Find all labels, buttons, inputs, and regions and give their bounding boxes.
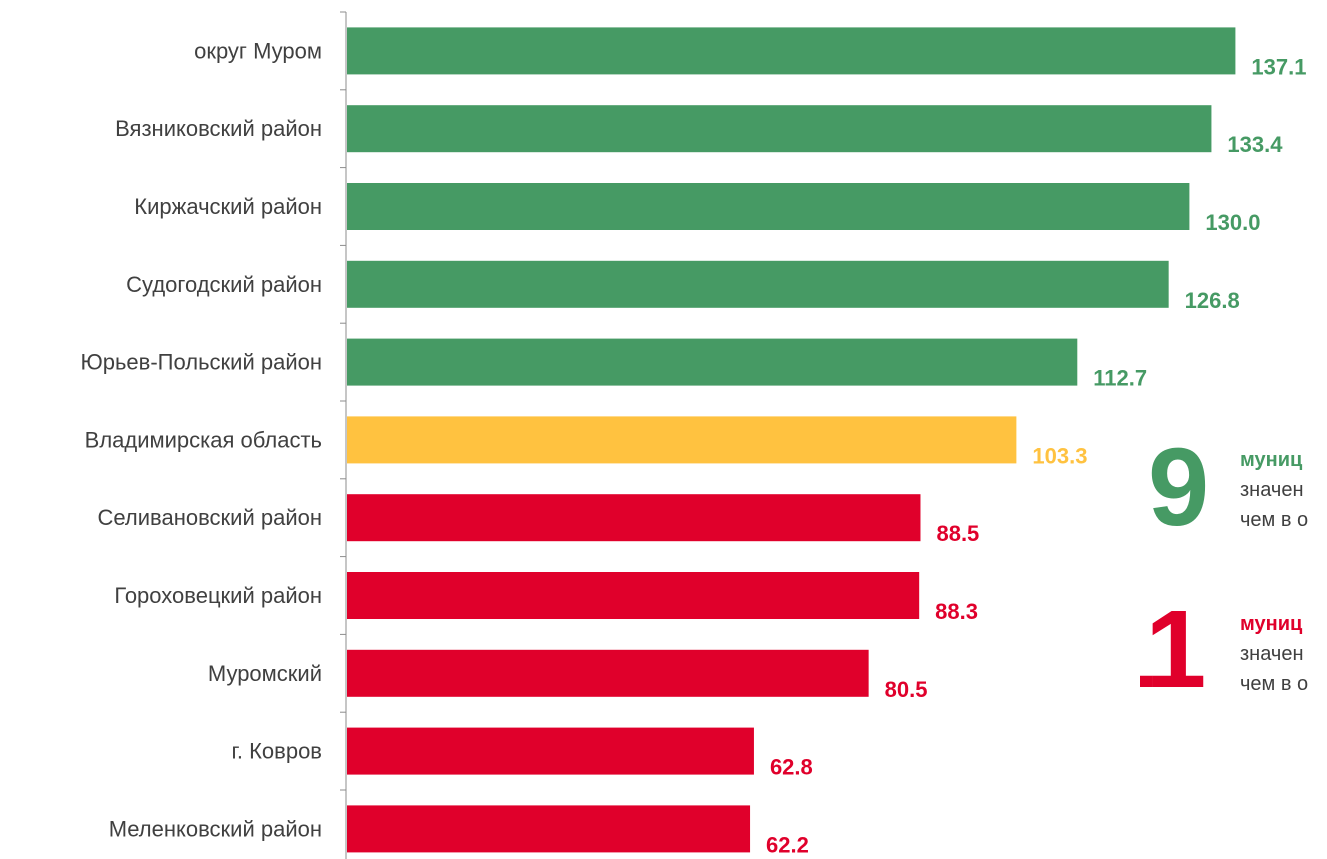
bar bbox=[347, 416, 1017, 464]
category-label: Муромский bbox=[208, 661, 322, 686]
bar bbox=[347, 572, 920, 619]
category-labels: округ Муром Вязниковский район Киржачский … bbox=[81, 38, 323, 841]
callout-above-text: муниц значен чем в о bbox=[1240, 445, 1308, 535]
value-label: 137.1 bbox=[1251, 54, 1306, 79]
category-label: Гороховецкий район bbox=[114, 583, 322, 608]
callout-below-text: муниц значен чем в о bbox=[1240, 609, 1308, 699]
callout-below-number: 11 bbox=[1140, 609, 1206, 711]
category-label: Вязниковский район bbox=[115, 116, 322, 141]
category-label: г. Ковров bbox=[232, 739, 322, 764]
value-label: 126.8 bbox=[1185, 288, 1240, 313]
callout-above-number: 9 bbox=[1148, 445, 1209, 549]
value-label: 88.5 bbox=[936, 521, 979, 546]
axis-ticks bbox=[340, 11, 346, 791]
bar bbox=[347, 338, 1078, 386]
value-label: 112.7 bbox=[1093, 366, 1147, 391]
callout-above-line1: значен bbox=[1240, 479, 1304, 501]
callout-above-title: муниц bbox=[1240, 449, 1303, 471]
bar bbox=[347, 649, 869, 697]
value-labels: 137.1 133.4 130.0 126.8 112.7 103.3 88.5 88.3 80… bbox=[766, 54, 1306, 857]
value-label: 133.4 bbox=[1227, 132, 1283, 157]
bar bbox=[347, 183, 1190, 230]
bar bbox=[347, 105, 1212, 153]
category-label: Меленковский район bbox=[109, 816, 322, 841]
bar bbox=[347, 27, 1236, 75]
value-label: 88.3 bbox=[935, 599, 978, 624]
callout-above-line2: чем в о bbox=[1240, 509, 1309, 531]
bar bbox=[347, 727, 754, 775]
callout-below: 11 муниц значен чем в о bbox=[1140, 609, 1327, 719]
value-label: 80.5 bbox=[885, 677, 928, 702]
bars-layer bbox=[347, 27, 1236, 853]
value-label: 62.8 bbox=[770, 755, 813, 780]
callout-below-line2: чем в о bbox=[1240, 673, 1309, 695]
category-label: Селивановский район bbox=[98, 505, 322, 530]
category-label: Юрьев-Польский район bbox=[81, 350, 323, 375]
category-label: Судогодский район bbox=[126, 272, 322, 297]
value-label: 62.2 bbox=[766, 832, 809, 857]
category-label: Киржачский район bbox=[134, 194, 322, 219]
callout-above: 9 муниц значен чем в о bbox=[1140, 445, 1327, 555]
bar bbox=[347, 260, 1169, 308]
value-label: 103.3 bbox=[1032, 443, 1087, 468]
category-label: округ Муром bbox=[194, 38, 322, 63]
value-label: 130.0 bbox=[1205, 210, 1260, 235]
callout-below-line1: значен bbox=[1240, 643, 1304, 665]
bar bbox=[347, 494, 921, 542]
category-label: Владимирская область bbox=[85, 427, 322, 452]
callout-below-title: муниц bbox=[1240, 613, 1303, 635]
bar bbox=[347, 805, 751, 853]
